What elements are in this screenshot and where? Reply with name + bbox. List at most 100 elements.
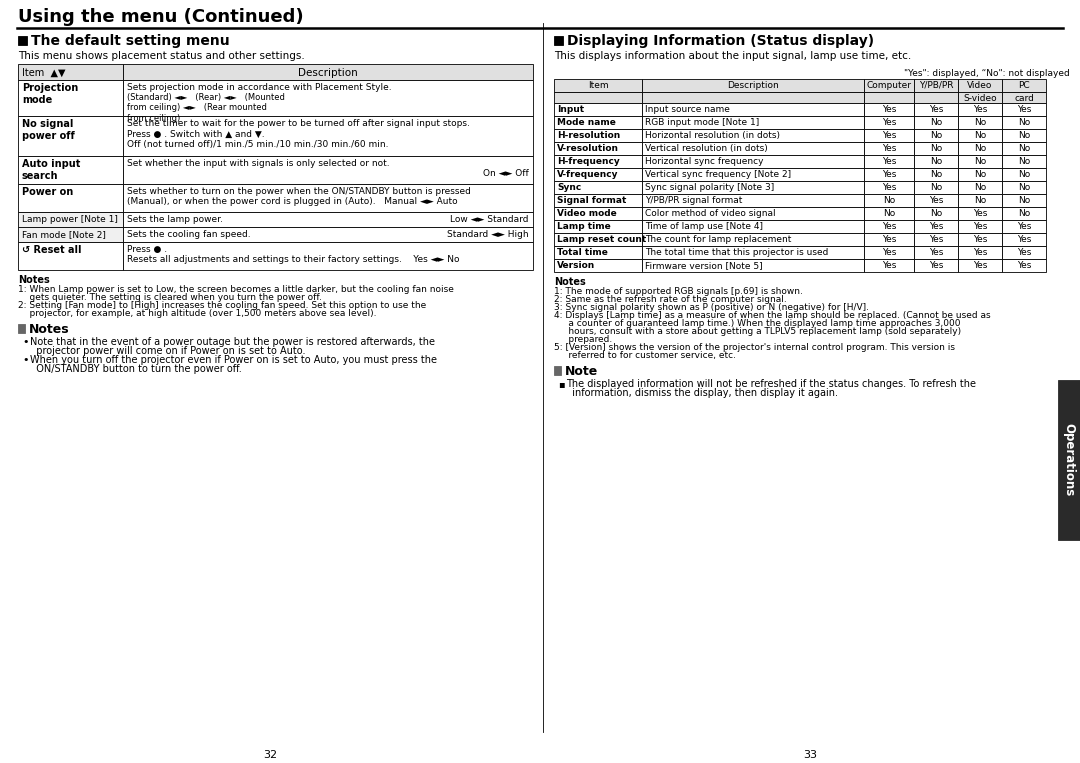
Text: The total time that this projector is used: The total time that this projector is us… [645, 248, 828, 257]
Bar [864, 92, 914, 103]
Text: Color method of video signal: Color method of video signal [645, 209, 775, 218]
Bar [958, 233, 1002, 246]
Text: 33: 33 [804, 750, 816, 760]
Text: prepared.: prepared. [554, 335, 612, 344]
Text: Yes: Yes [929, 105, 943, 114]
Bar [914, 233, 958, 246]
Text: Notes: Notes [18, 275, 50, 285]
Text: Sync signal polarity [Note 3]: Sync signal polarity [Note 3] [645, 183, 774, 192]
Text: Lamp reset count: Lamp reset count [557, 235, 646, 244]
Text: No: No [1017, 183, 1030, 192]
Text: Y/PB/PR: Y/PB/PR [919, 81, 954, 90]
Text: No: No [1017, 209, 1030, 218]
Text: •: • [22, 337, 28, 347]
Text: ↺ Reset all: ↺ Reset all [22, 245, 81, 255]
Bar [554, 366, 561, 375]
Text: No: No [930, 183, 942, 192]
Bar [1002, 233, 1047, 246]
Text: The count for lamp replacement: The count for lamp replacement [645, 235, 792, 244]
Text: RGB input mode [Note 1]: RGB input mode [Note 1] [645, 118, 759, 127]
Bar [914, 155, 958, 168]
Bar [864, 103, 914, 116]
Bar [642, 155, 864, 168]
Bar [554, 233, 642, 246]
Text: Projection
mode: Projection mode [22, 83, 78, 105]
Text: Video mode: Video mode [557, 209, 617, 218]
Text: Press ● .
Resets all adjustments and settings to their factory settings.    Yes : Press ● . Resets all adjustments and set… [127, 245, 459, 265]
Text: Yes: Yes [1016, 248, 1031, 257]
Text: Computer: Computer [866, 81, 912, 90]
Text: Power on: Power on [22, 187, 73, 197]
Bar [914, 129, 958, 142]
Text: The displayed information will not be refreshed if the status changes. To refres: The displayed information will not be re… [566, 379, 976, 389]
Text: No signal
power off: No signal power off [22, 119, 75, 140]
Text: Yes: Yes [1016, 105, 1031, 114]
Text: Yes: Yes [929, 261, 943, 270]
Bar [864, 220, 914, 233]
Bar [1002, 142, 1047, 155]
Bar [18, 242, 123, 270]
Text: 2: Setting [Fan mode] to [High] increases the cooling fan speed. Set this option: 2: Setting [Fan mode] to [High] increase… [18, 301, 427, 310]
Text: No: No [882, 209, 895, 218]
Text: No: No [974, 183, 986, 192]
Text: Yes: Yes [881, 235, 896, 244]
Text: No: No [974, 157, 986, 166]
Bar [554, 142, 642, 155]
Bar [1002, 92, 1047, 103]
Text: Yes: Yes [881, 131, 896, 140]
Bar [914, 207, 958, 220]
Bar [123, 80, 534, 116]
Bar [1002, 155, 1047, 168]
Bar [1002, 246, 1047, 259]
Bar [914, 246, 958, 259]
Text: Input: Input [557, 105, 584, 114]
Bar [554, 155, 642, 168]
Text: 1: The mode of supported RGB signals [p.69] is shown.: 1: The mode of supported RGB signals [p.… [554, 287, 802, 296]
Text: No: No [930, 157, 942, 166]
Text: •: • [22, 355, 28, 365]
Text: This displays information about the input signal, lamp use time, etc.: This displays information about the inpu… [554, 51, 912, 61]
Bar [554, 116, 642, 129]
Bar [958, 220, 1002, 233]
Text: Sets projection mode in accordance with Placement Style.: Sets projection mode in accordance with … [127, 83, 392, 92]
Bar [18, 36, 27, 45]
Text: No: No [974, 144, 986, 153]
Text: card: card [1014, 94, 1034, 103]
Text: Yes: Yes [973, 105, 987, 114]
Text: Item  ▲▼: Item ▲▼ [22, 68, 66, 78]
Text: Yes: Yes [881, 170, 896, 179]
Bar [642, 246, 864, 259]
Text: Yes: Yes [881, 222, 896, 231]
Text: 5: [Version] shows the version of the projector's internal control program. This: 5: [Version] shows the version of the pr… [554, 343, 955, 352]
Text: Sets the lamp power.: Sets the lamp power. [127, 215, 222, 224]
Bar [914, 142, 958, 155]
Text: Yes: Yes [929, 222, 943, 231]
Bar [554, 207, 642, 220]
Bar [958, 116, 1002, 129]
Text: Yes: Yes [973, 261, 987, 270]
Bar [958, 129, 1002, 142]
Bar [18, 212, 123, 227]
Text: Sets the cooling fan speed.: Sets the cooling fan speed. [127, 230, 251, 239]
Text: ON/STANDBY button to turn the power off.: ON/STANDBY button to turn the power off. [30, 364, 242, 374]
Bar [864, 129, 914, 142]
Text: Firmware version [Note 5]: Firmware version [Note 5] [645, 261, 762, 270]
Text: Notes: Notes [554, 277, 585, 287]
Bar [864, 246, 914, 259]
Text: Description: Description [727, 81, 779, 90]
Text: 3: Sync signal polarity shown as P (positive) or N (negative) for [H/V].: 3: Sync signal polarity shown as P (posi… [554, 303, 869, 312]
Text: No: No [882, 196, 895, 205]
Text: Input source name: Input source name [645, 105, 730, 114]
Bar [1002, 259, 1047, 272]
Bar [554, 259, 642, 272]
Text: Yes: Yes [881, 157, 896, 166]
Bar [864, 155, 914, 168]
Text: Yes: Yes [973, 222, 987, 231]
Bar [642, 220, 864, 233]
Bar [864, 194, 914, 207]
Bar [642, 142, 864, 155]
Text: The default setting menu: The default setting menu [31, 34, 230, 48]
Text: Fan mode [Note 2]: Fan mode [Note 2] [22, 230, 106, 239]
Bar [554, 92, 642, 103]
Text: Video: Video [968, 81, 993, 90]
